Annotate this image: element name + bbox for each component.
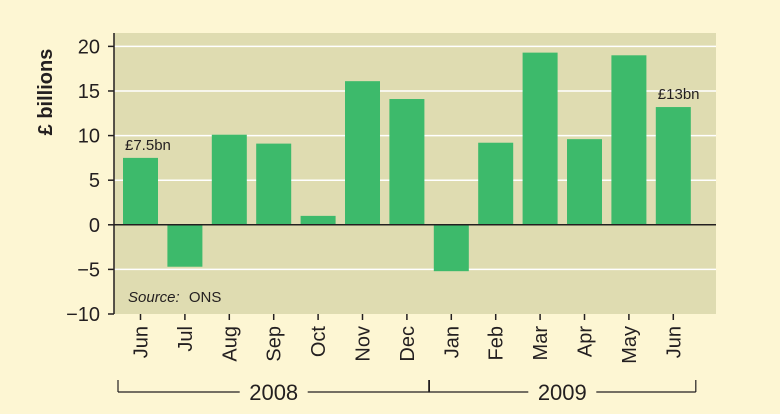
bar-aug-2 [211,134,247,225]
x-tick-label: Feb [486,326,508,360]
x-tick-label: Oct [308,326,330,358]
year-label: 2009 [538,380,587,405]
bar-jul-1 [167,224,203,267]
x-tick-label: Jun [663,326,685,358]
x-tick-label: Jul [175,326,197,352]
bar-apr-10 [567,139,602,225]
bar-jan-7 [433,224,469,272]
x-tick-label: Nov [353,326,375,362]
source-note: Source: ONS [128,289,221,306]
bar-nov-5 [345,81,380,225]
y-ticks: 20 15 10 5 0 −5 −10 [66,36,114,326]
source-prefix: Source: [128,289,180,306]
y-tick-label: 20 [78,36,100,58]
bar-annotation: £13bn [658,86,700,103]
bar-dec-6 [389,99,425,225]
x-tick-label: May [619,326,641,364]
y-tick-label: −10 [66,304,100,326]
x-tick-label: Mar [530,326,552,361]
x-tick-label: Jan [441,326,463,358]
y-tick-label: −5 [77,259,100,281]
y-tick-label: 15 [78,81,100,103]
bar-jun-0 [123,157,158,225]
annotations: £7.5bn £13bn [125,86,700,154]
y-axis-label: £ billions [35,49,57,136]
bar-annotation: £7.5bn [125,137,171,154]
x-tick-label: Apr [575,326,597,357]
bar-may-11 [611,55,647,225]
bar-jun-12 [655,107,691,225]
bar-oct-4 [300,215,336,225]
x-tick-label: Jun [131,326,153,358]
x-tick-label: Aug [219,326,241,362]
bars [123,52,691,272]
y-tick-label: 5 [89,170,100,192]
x-ticks: Jun Jul Aug Sep Oct Nov Dec Jan Feb Mar Apr May Jun [131,314,685,364]
year-label: 2008 [249,380,298,405]
source-name: ONS [189,289,222,306]
y-tick-label: 10 [78,126,100,148]
x-tick-label: Sep [264,326,286,362]
bar-sep-3 [256,143,292,225]
bar-mar-9 [522,52,558,225]
bar-feb-8 [478,142,514,225]
year-groups: 2008 2009 [117,380,697,405]
y-tick-label: 0 [89,215,100,237]
x-tick-label: Dec [397,326,419,362]
